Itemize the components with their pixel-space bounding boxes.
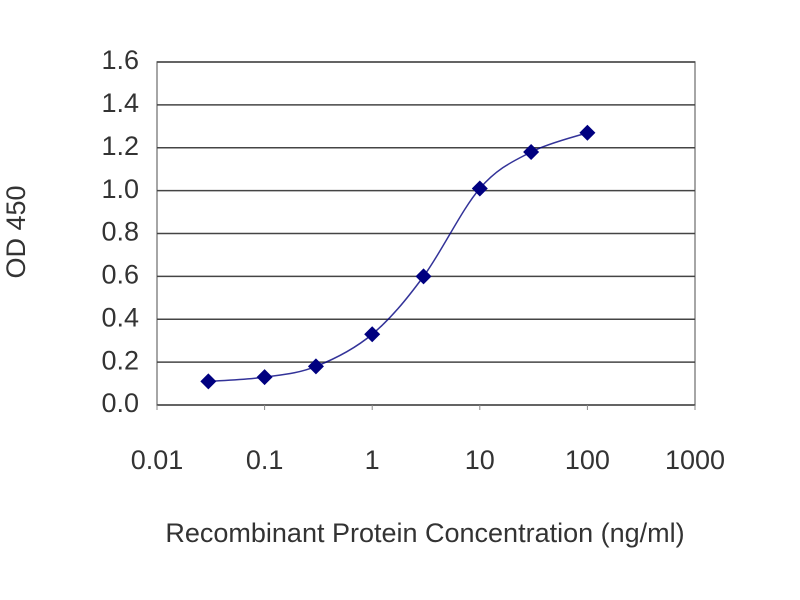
data-point bbox=[471, 180, 488, 197]
x-tick-label: 100 bbox=[565, 445, 610, 475]
y-tick-label: 0.4 bbox=[101, 302, 139, 332]
x-tick-label: 0.1 bbox=[246, 445, 284, 475]
y-tick-label: 0.2 bbox=[101, 345, 139, 375]
data-point bbox=[256, 369, 273, 386]
data-point bbox=[415, 268, 432, 285]
data-point bbox=[523, 144, 540, 161]
data-point bbox=[364, 326, 381, 343]
data-point bbox=[579, 124, 596, 141]
y-tick-label: 1.2 bbox=[101, 131, 139, 161]
y-tick-label: 1.6 bbox=[101, 45, 139, 75]
data-point bbox=[307, 358, 324, 375]
data-point bbox=[200, 373, 217, 390]
x-tick-label: 1 bbox=[365, 445, 380, 475]
y-tick-label: 0.0 bbox=[101, 388, 139, 418]
y-axis-title: OD 450 bbox=[1, 185, 31, 278]
x-tick-label: 0.01 bbox=[131, 445, 184, 475]
y-tick-label: 1.4 bbox=[101, 88, 139, 118]
x-tick-label: 10 bbox=[465, 445, 495, 475]
x-tick-label: 1000 bbox=[665, 445, 725, 475]
y-tick-label: 0.6 bbox=[101, 260, 139, 290]
data-line bbox=[208, 132, 588, 383]
x-axis-title: Recombinant Protein Concentration (ng/ml… bbox=[165, 518, 684, 548]
y-tick-label: 1.0 bbox=[101, 174, 139, 204]
y-tick-label: 0.8 bbox=[101, 217, 139, 247]
